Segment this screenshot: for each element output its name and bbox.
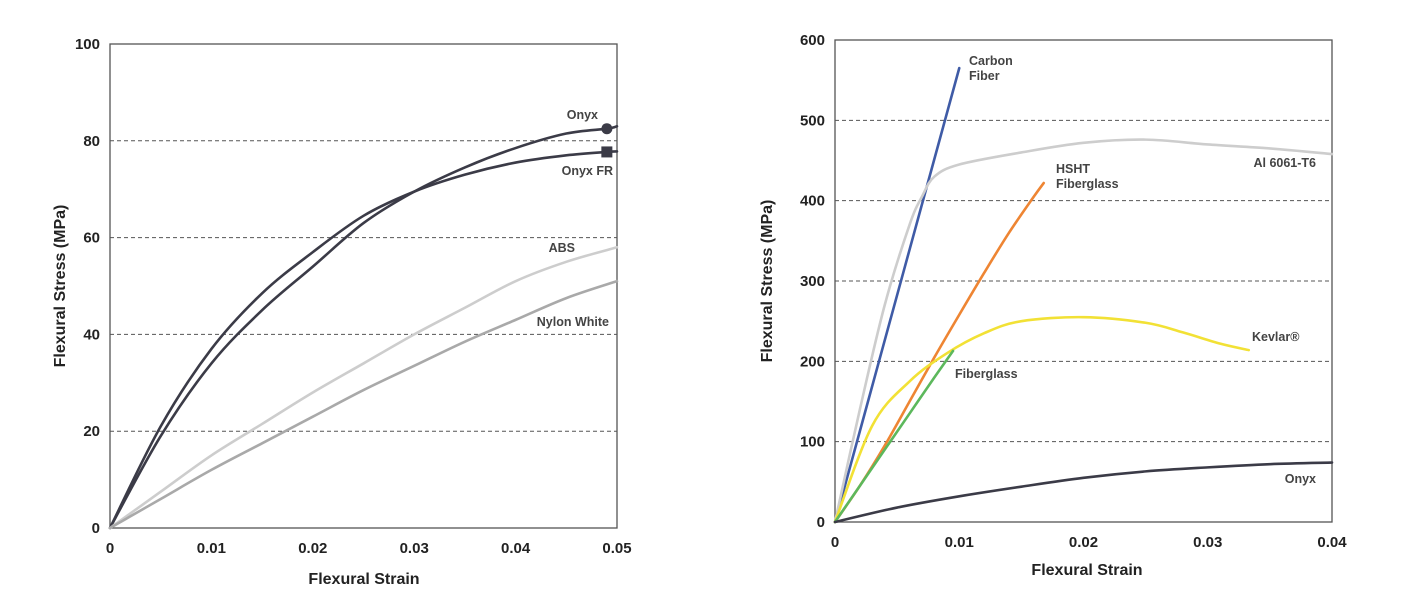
left-series (108, 123, 619, 530)
left-y-tick-5: 100 (75, 36, 100, 53)
right-label-al-6061-t6: Al 6061-T6 (1253, 156, 1316, 170)
left-label-onyx: Onyx (567, 108, 598, 122)
right-x-tick-1: 0.01 (945, 534, 974, 551)
left-y-tick-2: 40 (83, 326, 100, 343)
right-x-tick-0: 0 (831, 534, 839, 551)
right-x-tick-4: 0.04 (1317, 534, 1347, 551)
left-x-tick-5: 0.05 (602, 540, 631, 557)
right-series-carbon-fiber (833, 66, 961, 524)
left-y-tick-0: 0 (92, 520, 100, 537)
left-y-tick-4: 80 (83, 133, 100, 150)
left-y-ticks: 0 20 40 60 80 100 (75, 36, 100, 537)
right-series-hsht-fiberglass (833, 181, 1046, 524)
right-y-ticks: 0 100 200 300 400 500 600 (800, 32, 825, 531)
right-label-fiberglass: Fiberglass (955, 367, 1018, 381)
right-y-axis-label: Flexural Stress (MPa) (759, 200, 776, 363)
left-series-labels: Onyx Onyx FR ABS Nylon White (537, 108, 613, 329)
right-grid (835, 119, 1332, 443)
left-x-axis-label: Flexural Strain (308, 571, 419, 588)
right-series (833, 66, 1334, 524)
left-grid (110, 140, 617, 432)
left-label-nylon-white: Nylon White (537, 315, 609, 329)
right-label-carbon-fiber: Carbon Fiber (969, 54, 1013, 83)
right-x-tick-2: 0.02 (1069, 534, 1098, 551)
right-y-tick-4: 400 (800, 193, 825, 210)
right-series-onyx (833, 461, 1334, 524)
left-series-abs (108, 245, 619, 530)
right-y-tick-1: 100 (800, 434, 825, 451)
right-label-hsht-fiberglass: HSHT Fiberglass (1056, 162, 1119, 191)
left-label-abs: ABS (549, 241, 575, 255)
left-x-tick-4: 0.04 (501, 540, 531, 557)
right-label-onyx: Onyx (1285, 472, 1316, 486)
right-x-tick-3: 0.03 (1193, 534, 1222, 551)
left-marker-onyx (601, 123, 613, 135)
left-x-tick-3: 0.03 (400, 540, 429, 557)
left-plot-frame (109, 43, 618, 529)
right-y-tick-2: 200 (800, 353, 825, 370)
left-y-tick-3: 60 (83, 230, 100, 247)
right-plot-frame (834, 39, 1333, 523)
right-label-kevlar: Kevlar® (1252, 330, 1300, 344)
left-x-tick-1: 0.01 (197, 540, 226, 557)
left-label-onyx-fr: Onyx FR (562, 164, 613, 178)
right-series-al-6061-t6 (833, 138, 1334, 524)
right-series-labels: Carbon Fiber Al 6061-T6 HSHT Fiberglass Kevla… (955, 54, 1316, 486)
right-y-tick-0: 0 (817, 514, 825, 531)
right-x-axis-label: Flexural Strain (1031, 562, 1142, 579)
right-y-tick-3: 300 (800, 273, 825, 290)
left-y-tick-1: 20 (83, 423, 100, 440)
left-series-onyx-fr (108, 150, 619, 530)
left-series-onyx (108, 124, 619, 530)
right-series-fiberglass (833, 349, 955, 524)
chart-right: 0 100 200 300 400 500 600 0 0.01 0.02 0.03 0.04 Ca… (759, 32, 1347, 579)
right-y-tick-5: 500 (800, 112, 825, 129)
left-x-ticks: 0 0.01 0.02 0.03 0.04 0.05 (106, 540, 632, 557)
left-y-axis-label: Flexural Stress (MPa) (52, 205, 69, 368)
right-x-ticks: 0 0.01 0.02 0.03 0.04 (831, 534, 1347, 551)
left-series-nylon-white (108, 279, 619, 530)
left-x-tick-0: 0 (106, 540, 114, 557)
left-marker-onyx-fr (601, 146, 613, 158)
left-x-tick-2: 0.02 (298, 540, 327, 557)
right-y-tick-6: 600 (800, 32, 825, 49)
right-series-kevlar (833, 315, 1251, 524)
